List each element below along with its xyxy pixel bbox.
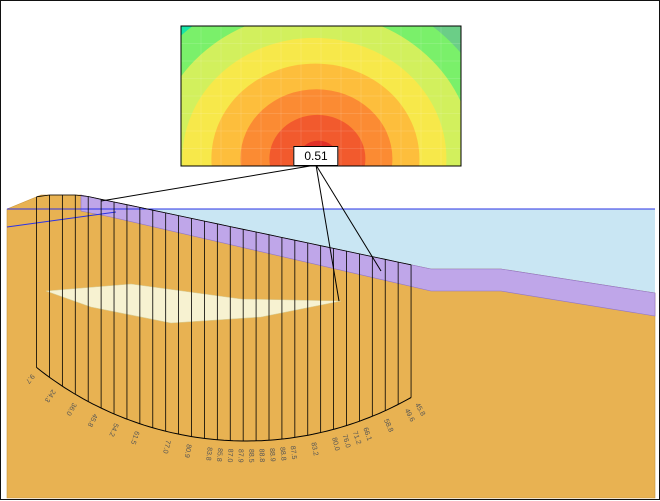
slice-label: 87.0 [226, 448, 234, 462]
slice-label: 85.8 [215, 448, 223, 462]
slice-label: 88.5 [247, 449, 254, 463]
cross-section: 9.724.336.045.854.261.577.080.983.885.88… [7, 189, 655, 498]
slice-label: 87.9 [237, 449, 244, 463]
slice-label: 88.8 [278, 447, 286, 461]
slice-label: 88.8 [258, 448, 266, 462]
slice-label: 88.9 [268, 448, 276, 462]
factor-of-safety-label: 0.51 [293, 146, 338, 166]
diagram-svg: 9.724.336.045.854.261.577.080.983.885.88… [1, 1, 660, 501]
diagram-stage: 9.724.336.045.854.261.577.080.983.885.88… [0, 0, 660, 500]
